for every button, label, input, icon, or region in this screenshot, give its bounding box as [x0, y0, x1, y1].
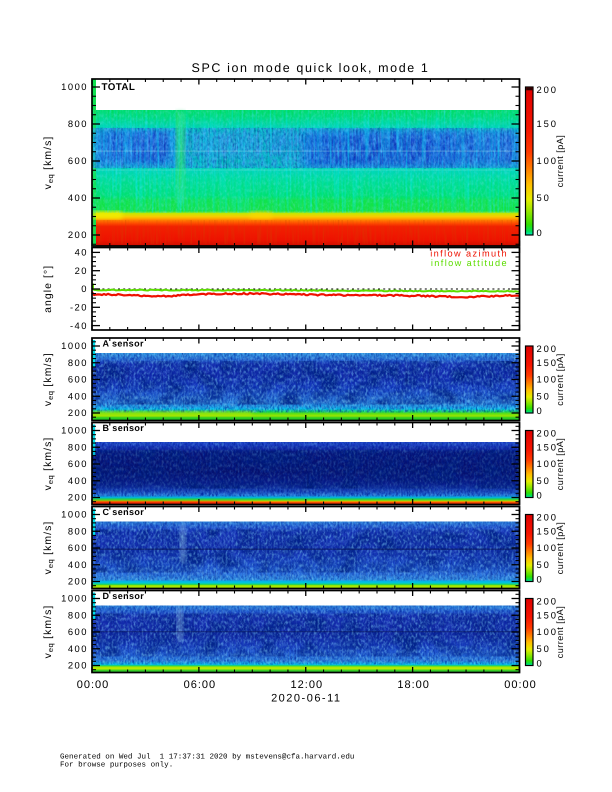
svg-text:400: 400 [68, 192, 88, 203]
svg-text:current [pA]: current [pA] [555, 606, 565, 659]
svg-text:50: 50 [537, 559, 551, 570]
svg-text:inflow azimuth: inflow azimuth [430, 248, 508, 258]
svg-text:800: 800 [68, 441, 88, 452]
svg-text:150: 150 [537, 526, 558, 537]
svg-text:-40: -40 [70, 320, 88, 331]
svg-text:0: 0 [537, 574, 544, 585]
svg-text:150: 150 [537, 441, 558, 452]
svg-text:veq [km/s]: veq [km/s] [43, 352, 55, 406]
svg-text:current [pA]: current [pA] [555, 522, 565, 575]
svg-text:50: 50 [537, 390, 551, 401]
svg-text:20: 20 [75, 265, 88, 276]
svg-text:150: 150 [537, 610, 558, 621]
svg-text:200: 200 [68, 576, 88, 587]
svg-text:50: 50 [537, 475, 551, 486]
svg-text:current [pA]: current [pA] [555, 135, 565, 188]
svg-text:200: 200 [537, 343, 558, 354]
svg-text:0: 0 [537, 658, 544, 669]
svg-text:inflow attitude: inflow attitude [431, 258, 508, 268]
svg-text:1000: 1000 [61, 593, 88, 604]
svg-text:600: 600 [68, 542, 88, 553]
svg-text:0: 0 [81, 283, 88, 294]
svg-text:current [pA]: current [pA] [555, 353, 565, 406]
svg-text:1000: 1000 [61, 81, 88, 92]
svg-text:0: 0 [537, 490, 544, 501]
svg-text:1000: 1000 [61, 509, 88, 520]
svg-text:100: 100 [537, 458, 558, 469]
svg-text:00:00: 00:00 [77, 679, 110, 691]
svg-text:800: 800 [68, 118, 88, 129]
svg-text:100: 100 [537, 626, 558, 637]
svg-text:200: 200 [537, 596, 558, 607]
svg-text:18:00: 18:00 [397, 679, 430, 691]
svg-text:400: 400 [68, 643, 88, 654]
svg-text:TOTAL: TOTAL [102, 82, 136, 93]
svg-text:C sensor: C sensor [103, 507, 145, 517]
svg-text:800: 800 [68, 357, 88, 368]
svg-text:800: 800 [68, 526, 88, 537]
svg-text:A sensor: A sensor [103, 339, 144, 349]
svg-text:400: 400 [68, 475, 88, 486]
svg-text:veq [km/s]: veq [km/s] [43, 605, 55, 659]
svg-text:400: 400 [68, 559, 88, 570]
svg-text:200: 200 [537, 84, 558, 95]
svg-text:600: 600 [68, 458, 88, 469]
svg-text:2020-06-11: 2020-06-11 [271, 693, 341, 705]
svg-text:600: 600 [68, 626, 88, 637]
svg-text:150: 150 [537, 357, 558, 368]
svg-text:600: 600 [68, 374, 88, 385]
svg-text:40: 40 [75, 247, 88, 258]
svg-text:SPC ion mode quick look, mode: SPC ion mode quick look, mode 1 [192, 61, 430, 75]
svg-text:12:00: 12:00 [291, 679, 324, 691]
svg-text:B sensor: B sensor [103, 423, 145, 433]
svg-text:0: 0 [537, 405, 544, 416]
svg-text:00:00: 00:00 [504, 679, 537, 691]
svg-text:50: 50 [537, 643, 551, 654]
svg-text:200: 200 [68, 229, 88, 240]
svg-text:1000: 1000 [61, 340, 88, 351]
svg-text:current [pA]: current [pA] [555, 438, 565, 491]
svg-text:100: 100 [537, 542, 558, 553]
svg-text:angle [°]: angle [°] [43, 265, 54, 313]
svg-text:100: 100 [537, 155, 558, 166]
svg-text:800: 800 [68, 610, 88, 621]
svg-text:50: 50 [537, 192, 551, 203]
svg-text:200: 200 [68, 407, 88, 418]
svg-text:200: 200 [68, 660, 88, 671]
svg-text:veq [km/s]: veq [km/s] [43, 437, 55, 491]
svg-text:06:00: 06:00 [184, 679, 217, 691]
svg-text:200: 200 [537, 512, 558, 523]
svg-text:600: 600 [68, 155, 88, 166]
svg-text:150: 150 [537, 118, 558, 129]
svg-text:veq [km/s]: veq [km/s] [43, 521, 55, 575]
svg-text:200: 200 [537, 428, 558, 439]
svg-text:Generated on Wed Jul 1 17:37:: Generated on Wed Jul 1 17:37:31 2020 by … [60, 753, 354, 762]
svg-text:400: 400 [68, 390, 88, 401]
svg-text:D sensor: D sensor [103, 591, 145, 601]
svg-text:0: 0 [537, 227, 544, 238]
svg-text:1000: 1000 [61, 425, 88, 436]
svg-text:-20: -20 [70, 302, 88, 313]
svg-text:200: 200 [68, 492, 88, 503]
svg-text:veq [km/s]: veq [km/s] [43, 136, 55, 190]
svg-text:For browse purposes only.: For browse purposes only. [60, 761, 173, 770]
svg-text:100: 100 [537, 374, 558, 385]
